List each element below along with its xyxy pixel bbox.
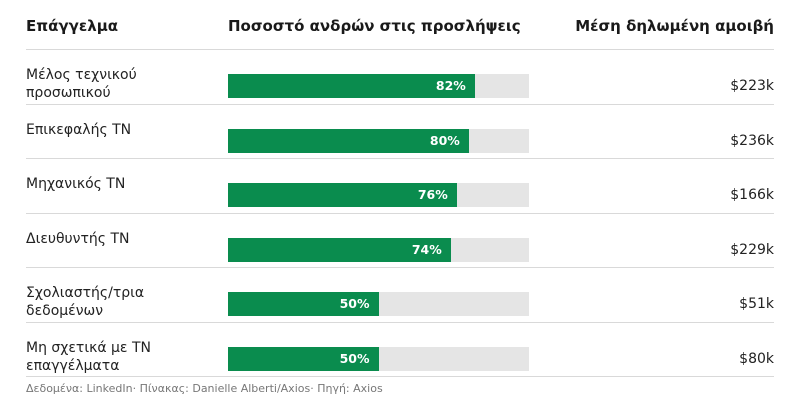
- occupation-label: Διευθυντής ΤΝ: [26, 230, 130, 247]
- average-pay-value: $80k: [739, 350, 774, 367]
- table-row: Μέλος τεχνικού προσωπικού 82% $223k: [0, 49, 800, 104]
- occupation-label: Μέλος τεχνικού προσωπικού: [26, 67, 137, 101]
- bar-value-label: 50%: [339, 350, 370, 366]
- average-pay-value: $236k: [730, 132, 774, 149]
- bar: 50%: [228, 346, 379, 371]
- occupation-label: Επικεφαλής ΤΝ: [26, 121, 132, 138]
- average-pay-value: $51k: [739, 296, 774, 312]
- average-pay-value: $166k: [730, 187, 774, 203]
- bar-track: 80%: [228, 128, 529, 153]
- occupation-label: Μη σχετικά με ΤΝ επαγγέλματα: [26, 339, 151, 374]
- row-divider: [26, 267, 774, 268]
- table-row: Σχολιαστής/τρια δεδομένων 50% $51k: [0, 267, 800, 322]
- header-average-pay: Μέση δηλωμένη αμοιβή: [575, 17, 774, 35]
- bar: 82%: [228, 74, 475, 98]
- bar: 50%: [228, 292, 379, 316]
- table-row: Μηχανικός ΤΝ 76% $166k: [0, 158, 800, 213]
- table-row: Επικεφαλής ΤΝ 80% $236k: [0, 104, 800, 159]
- bar: 76%: [228, 183, 457, 207]
- bar-track: 50%: [228, 346, 529, 371]
- row-divider: [26, 376, 774, 377]
- header-male-share: Ποσοστό ανδρών στις προσλήψεις: [228, 17, 521, 35]
- row-divider: [26, 321, 774, 323]
- bar-value-label: 74%: [411, 241, 442, 257]
- bar-track: 82%: [228, 74, 529, 98]
- average-pay-value: $229k: [730, 241, 774, 258]
- bar-value-label: 80%: [429, 132, 460, 148]
- occupation-label: Μηχανικός ΤΝ: [26, 176, 126, 192]
- header-occupation: Επάγγελμα: [26, 17, 119, 35]
- occupation-label: Σχολιαστής/τρια δεδομένων: [26, 285, 145, 319]
- table-row: Μη σχετικά με ΤΝ επαγγέλματα 50% $80k: [0, 322, 800, 377]
- bar-track: 76%: [228, 183, 529, 207]
- row-divider: [26, 212, 774, 214]
- bar-value-label: 82%: [435, 78, 466, 93]
- bar-value-label: 76%: [417, 187, 448, 202]
- bar: 80%: [228, 128, 469, 153]
- bar-track: 50%: [228, 292, 529, 316]
- source-note: Δεδομένα: LinkedIn· Πίνακας: Danielle Al…: [26, 382, 383, 395]
- row-divider: [26, 103, 774, 105]
- bar: 74%: [228, 237, 451, 262]
- header-divider: [26, 49, 774, 50]
- table-row: Διευθυντής ΤΝ 74% $229k: [0, 213, 800, 268]
- bar-value-label: 50%: [339, 296, 370, 311]
- bar-track: 74%: [228, 237, 529, 262]
- row-divider: [26, 158, 774, 159]
- average-pay-value: $223k: [730, 78, 774, 94]
